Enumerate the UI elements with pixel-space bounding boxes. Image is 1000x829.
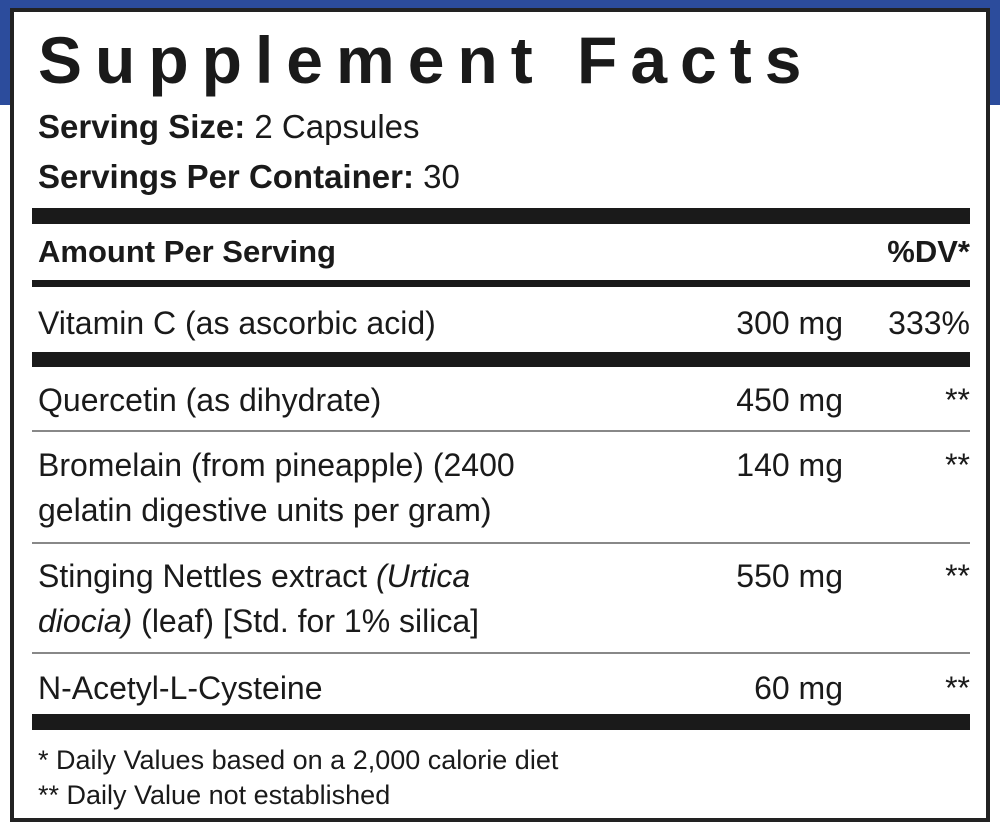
row-dv: ** — [945, 558, 970, 594]
row-name-line2: gelatin digestive units per gram) — [38, 492, 492, 528]
servings-per-container: Servings Per Container: 30 — [38, 158, 460, 196]
row-amount: 450 mg — [736, 382, 843, 418]
row-divider — [32, 652, 970, 654]
header-amount-per-serving: Amount Per Serving — [38, 234, 336, 269]
row-dv: ** — [945, 382, 970, 418]
row-name-italic: diocia) — [38, 603, 133, 639]
row-dv: ** — [945, 670, 970, 706]
row-amount: 550 mg — [736, 558, 843, 594]
thick-rule — [32, 714, 970, 730]
row-name-text: (leaf) [Std. for 1% silica] — [132, 603, 480, 639]
row-dv: ** — [945, 447, 970, 483]
servings-per-container-label: Servings Per Container: — [38, 158, 414, 195]
row-name-line2: diocia) (leaf) [Std. for 1% silica] — [38, 603, 479, 640]
row-name-italic: (Urtica — [375, 558, 471, 594]
row-name: Stinging Nettles extract (Urtica — [38, 558, 470, 595]
serving-size: Serving Size: 2 Capsules — [38, 108, 420, 146]
row-name: Quercetin (as dihydrate) — [38, 382, 382, 418]
row-amount: 300 mg — [736, 305, 843, 341]
supplement-facts-label: Supplement Facts Serving Size: 2 Capsule… — [10, 8, 990, 822]
medium-rule — [32, 280, 970, 287]
row-divider — [32, 430, 970, 432]
row-name: Vitamin C (as ascorbic acid) — [38, 305, 436, 341]
serving-size-value: 2 Capsules — [254, 108, 420, 145]
row-divider — [32, 542, 970, 544]
row-dv: 333% — [888, 305, 970, 341]
row-name-text: Stinging Nettles extract — [38, 558, 376, 594]
servings-per-container-value: 30 — [423, 158, 460, 195]
thick-rule — [32, 352, 970, 367]
footnote-not-established: ** Daily Value not established — [38, 780, 391, 810]
row-name: N-Acetyl-L-Cysteine — [38, 670, 323, 706]
row-amount: 140 mg — [736, 447, 843, 483]
row-amount: 60 mg — [754, 670, 843, 706]
label-title: Supplement Facts — [38, 23, 815, 97]
serving-size-label: Serving Size: — [38, 108, 246, 145]
row-name: Bromelain (from pineapple) (2400 — [38, 447, 515, 483]
thick-rule — [32, 208, 970, 224]
header-dv: %DV* — [887, 234, 970, 269]
footnote-daily-values: * Daily Values based on a 2,000 calorie … — [38, 745, 559, 775]
